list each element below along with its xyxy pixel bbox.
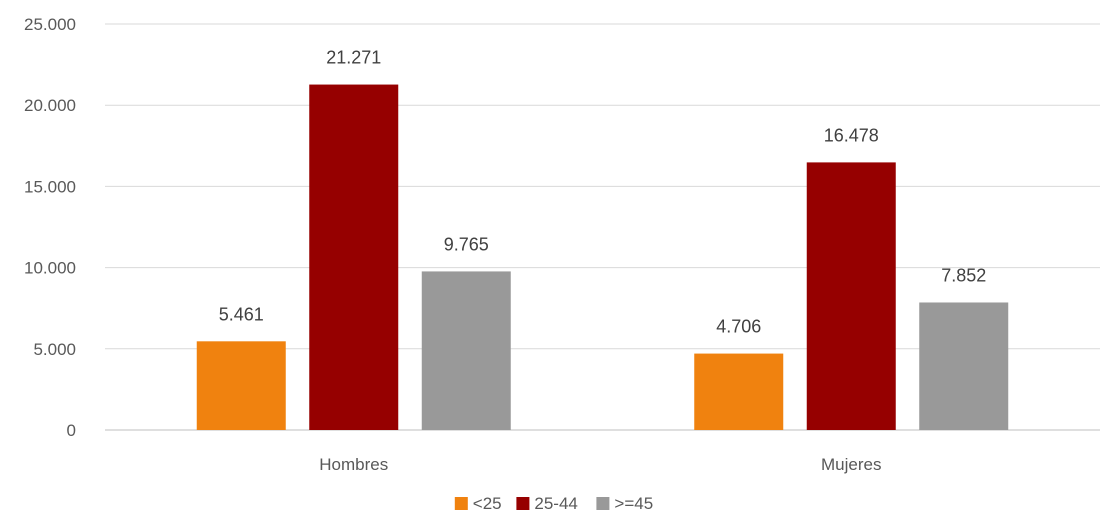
- bar-mujeres-series-2: [919, 302, 1009, 430]
- legend-label: 25-44: [534, 494, 577, 513]
- category-label-hombres: Hombres: [319, 455, 388, 474]
- data-label: 16.478: [824, 125, 879, 145]
- data-label: 9.765: [444, 234, 489, 254]
- legend-swatch: [454, 497, 468, 510]
- x-axis-category-labels: Hombres Mujeres: [319, 455, 881, 474]
- y-tick-label: 15.000: [24, 177, 76, 196]
- bars: [196, 84, 1009, 430]
- y-tick-label: 5.000: [33, 340, 76, 359]
- data-label: 5.461: [219, 304, 264, 324]
- y-tick-label: 0: [67, 421, 76, 440]
- data-labels: 5.461 21.271 9.765 4.706 16.478 7.852: [219, 48, 987, 337]
- data-label: 7.852: [941, 265, 986, 285]
- y-tick-label: 20.000: [24, 96, 76, 115]
- data-label: 21.271: [326, 48, 381, 68]
- data-label: 4.706: [716, 317, 761, 337]
- category-label-mujeres: Mujeres: [821, 455, 881, 474]
- y-tick-label: 25.000: [24, 15, 76, 34]
- legend: <25 25-44 >=45: [454, 494, 653, 513]
- bar-hombres-series-0: [196, 341, 286, 430]
- legend-swatch: [516, 497, 530, 510]
- bar-hombres-series-1: [309, 84, 399, 430]
- y-axis-tick-labels: 0 5.000 10.000 15.000 20.000 25.000: [24, 15, 76, 440]
- y-tick-label: 10.000: [24, 259, 76, 278]
- legend-label: <25: [473, 494, 502, 513]
- bar-mujeres-series-0: [694, 353, 784, 430]
- bar-mujeres-series-1: [806, 162, 896, 430]
- bar-hombres-series-2: [421, 271, 511, 430]
- legend-swatch: [596, 497, 610, 510]
- legend-label: >=45: [614, 494, 653, 513]
